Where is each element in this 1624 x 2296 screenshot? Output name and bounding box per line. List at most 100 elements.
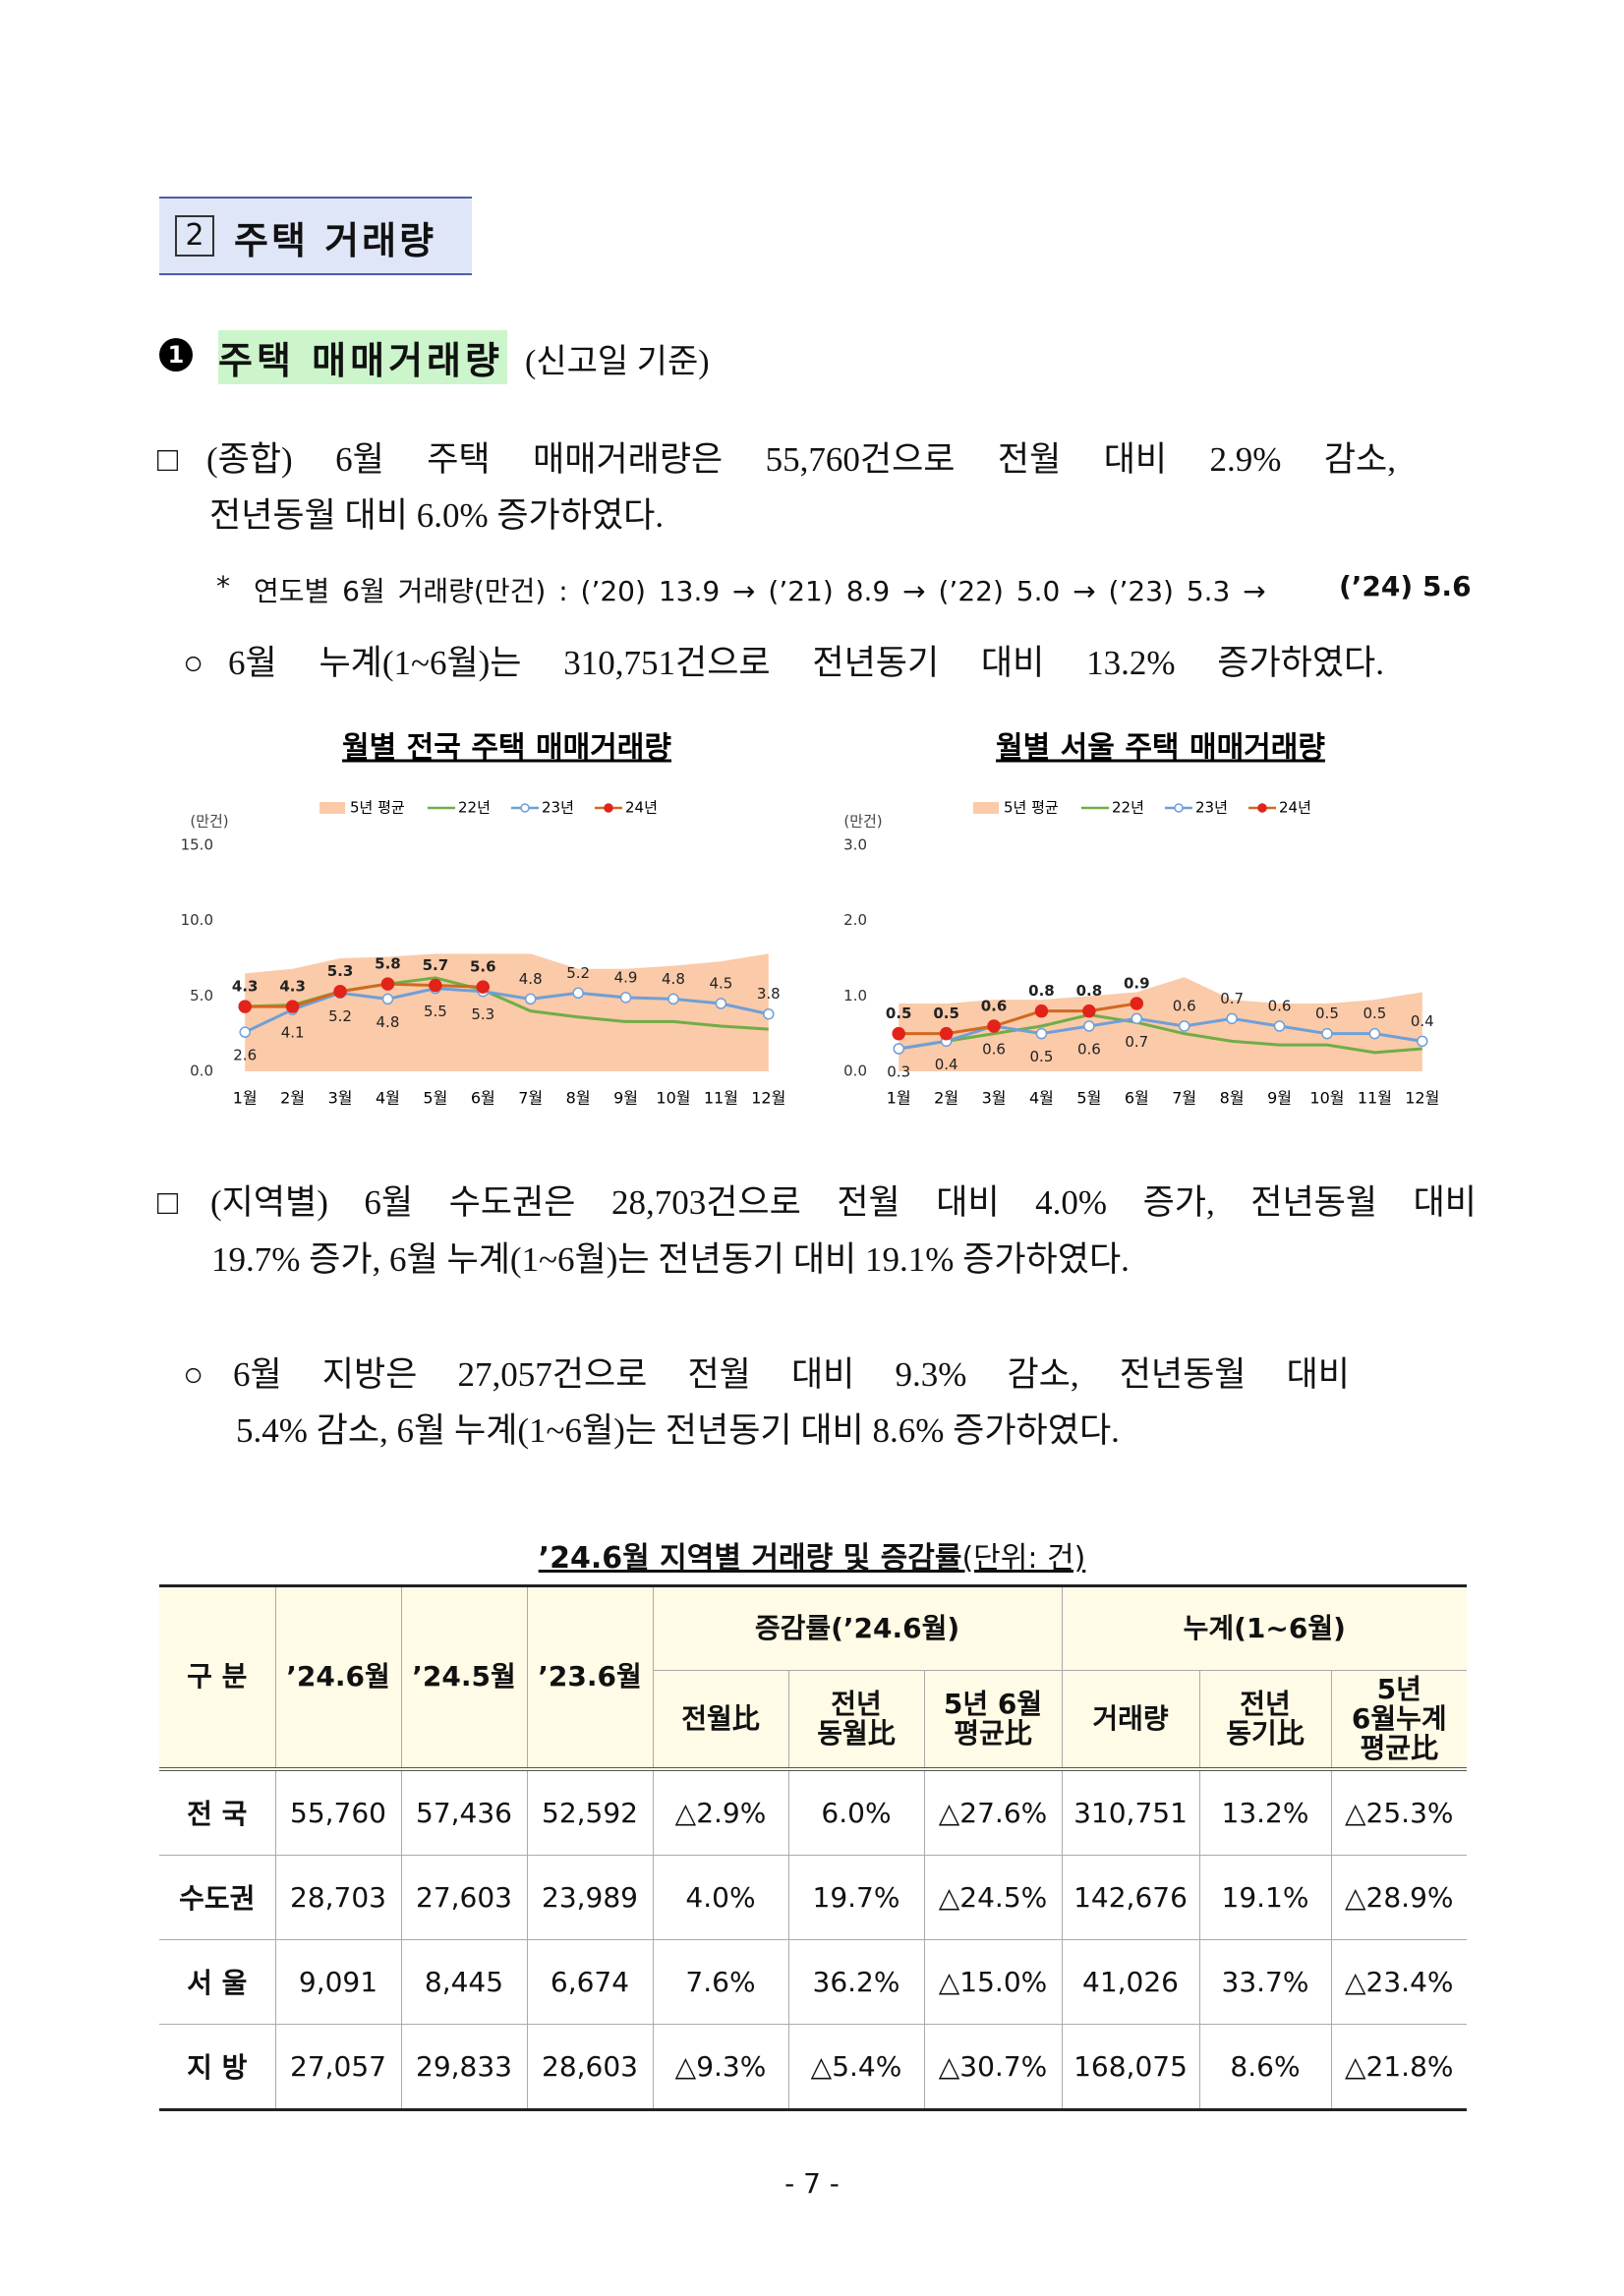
data-label: 4.3 xyxy=(279,978,306,996)
y-tick-label: 2.0 xyxy=(843,911,867,929)
chart-title: 월별 서울 주택 매매거래량 xyxy=(996,731,1325,766)
legend-label: 24년 xyxy=(1279,799,1311,817)
data-label: 4.5 xyxy=(709,975,732,993)
row-header: 서 울 xyxy=(159,1938,276,2025)
data-label: 5.3 xyxy=(327,962,354,980)
table-unit: (단위: 건) xyxy=(961,1541,1086,1576)
text-line: (종합) 6월 주택 매매거래량은 55,760건으로 전월 대비 2.9% 감… xyxy=(206,440,1396,479)
point xyxy=(285,1000,300,1013)
bullet: □ xyxy=(157,440,179,479)
legend-label: 23년 xyxy=(1195,799,1228,817)
table-row: 수도권 28,703 27,603 23,989 4.0% 19.7% △24.5% 142,… xyxy=(159,1854,1467,1940)
text-line: 6월 누계(1~6월)는 310,751건으로 전년동기 대비 13.2% 증가… xyxy=(228,644,1384,682)
header-line: 전월比 xyxy=(681,1701,760,1735)
data-label: 0.6 xyxy=(1173,998,1196,1015)
data-label: 0.5 xyxy=(886,1004,912,1022)
header-cell: 전년 동기比 xyxy=(1198,1670,1332,1771)
cell: 7.6% xyxy=(652,1938,789,2025)
header-line: 전년 xyxy=(1240,1687,1291,1720)
cell: △28.9% xyxy=(1330,1854,1467,1940)
data-label: 5.7 xyxy=(423,956,449,974)
data-label: 5.8 xyxy=(375,955,401,973)
x-tick-label: 11월 xyxy=(704,1089,738,1108)
unit-label: (만건) xyxy=(843,813,882,831)
point xyxy=(763,1007,775,1020)
x-tick-label: 3월 xyxy=(982,1089,1007,1108)
header-cell: ’24.6월 xyxy=(274,1584,402,1771)
point xyxy=(381,993,394,1005)
header-cell: 전월比 xyxy=(653,1670,789,1771)
data-label: 0.8 xyxy=(1076,982,1103,1000)
point xyxy=(715,998,727,1009)
point xyxy=(619,992,632,1004)
footnote-text: 연도별 6월 거래량(만건) : (’20) 13.9 → (’21) 8.9 … xyxy=(254,575,1266,607)
cell: 28,703 xyxy=(274,1854,402,1940)
data-label: 0.9 xyxy=(1124,975,1150,993)
header-line: 평균比 xyxy=(954,1716,1032,1750)
legend-marker xyxy=(604,803,613,813)
header-line: 6월누계 xyxy=(1351,1701,1447,1735)
point xyxy=(1273,1020,1286,1032)
cell: 52,592 xyxy=(526,1768,654,1856)
legend-label: 22년 xyxy=(458,799,491,817)
legend-marker xyxy=(520,803,530,813)
x-tick-label: 1월 xyxy=(233,1089,258,1108)
header-cell: 전년 동월比 xyxy=(787,1670,925,1771)
x-tick-label: 3월 xyxy=(328,1089,353,1108)
header-cell: 거래량 xyxy=(1061,1670,1200,1771)
cell: 8,445 xyxy=(400,1938,528,2025)
table: 구 분 ’24.6월 ’24.5월 ’23.6월 증감률(’24.6월) 누계(1~6월)… xyxy=(159,1584,1467,2111)
y-tick-label: 15.0 xyxy=(181,836,213,854)
header-cell: 구 분 xyxy=(159,1584,276,1771)
legend-label: 22년 xyxy=(1112,799,1144,817)
section-title: 주택 거래량 xyxy=(234,219,437,262)
data-label: 5.2 xyxy=(566,964,590,982)
footnote-emphasis: (’24) 5.6 xyxy=(1339,570,1472,603)
data-label: 4.8 xyxy=(377,1013,400,1031)
legend-swatch xyxy=(319,802,345,814)
data-label: 0.6 xyxy=(1268,998,1292,1015)
cell: △15.0% xyxy=(923,1938,1063,2025)
x-tick-label: 9월 xyxy=(613,1089,638,1108)
table-caption: ’24.6월 지역별 거래량 및 증감률(단위: 건) xyxy=(0,1533,1624,1577)
data-label: 0.6 xyxy=(982,1041,1006,1059)
line xyxy=(244,987,770,1034)
cell: 19.7% xyxy=(787,1854,925,1940)
point xyxy=(1082,1004,1096,1018)
data-label: 2.6 xyxy=(233,1047,257,1064)
x-tick-label: 7월 xyxy=(1172,1089,1196,1108)
cell: 27,057 xyxy=(274,2023,402,2111)
x-tick-label: 5월 xyxy=(1076,1089,1101,1108)
table-row: 전 국 55,760 57,436 52,592 △2.9% 6.0% △27.6% 310,… xyxy=(159,1768,1467,1856)
table-body: 전 국 55,760 57,436 52,592 △2.9% 6.0% △27.6% 310,… xyxy=(159,1768,1467,2111)
point xyxy=(893,1043,904,1055)
header-row: 구 분 ’24.6월 ’24.5월 ’23.6월 증감률(’24.6월) 누계(1~6월) xyxy=(159,1584,1467,1771)
point xyxy=(239,1026,251,1038)
cell: 41,026 xyxy=(1061,1938,1200,2025)
point xyxy=(1368,1027,1381,1040)
header-cell: ’23.6월 xyxy=(526,1584,654,1771)
cell: 168,075 xyxy=(1061,2023,1200,2111)
data-label: 0.8 xyxy=(1028,982,1055,1000)
data-label: 0.3 xyxy=(887,1063,910,1081)
cell: 310,751 xyxy=(1061,1768,1200,1856)
data-label: 3.8 xyxy=(757,985,781,1003)
cell: △25.3% xyxy=(1330,1768,1467,1856)
x-tick-label: 12월 xyxy=(751,1089,785,1108)
x-tick-label: 4월 xyxy=(376,1089,400,1108)
cell: 4.0% xyxy=(652,1854,789,1940)
point xyxy=(1178,1020,1190,1032)
y-tick-label: 10.0 xyxy=(181,911,213,929)
data-label: 0.7 xyxy=(1125,1033,1148,1051)
text-line: 전년동월 대비 6.0% 증가하였다. xyxy=(209,496,665,535)
header-cell: 5년 6월누계 평균比 xyxy=(1330,1670,1467,1771)
cell: 6,674 xyxy=(526,1938,654,2025)
cell: 23,989 xyxy=(526,1854,654,1940)
unit-label: (만건) xyxy=(190,813,228,831)
text-line: (지역별) 6월 수도권은 28,703건으로 전월 대비 4.0% 증가, 전… xyxy=(210,1183,1477,1222)
row-header: 수도권 xyxy=(159,1854,276,1940)
x-tick-label: 10월 xyxy=(1309,1089,1344,1108)
x-tick-label: 1월 xyxy=(887,1089,911,1108)
legend-swatch xyxy=(973,802,999,814)
point xyxy=(333,984,347,999)
